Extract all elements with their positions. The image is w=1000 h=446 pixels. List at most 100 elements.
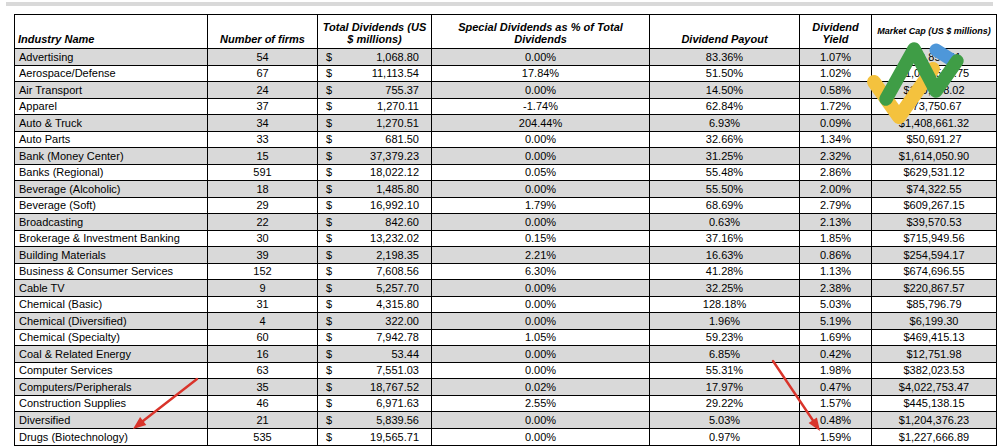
cell-dividend-yield: 1.98% xyxy=(800,363,872,380)
cell-number-of-firms: 152 xyxy=(208,264,318,281)
cell-market-cap: $129,748.02 xyxy=(872,82,996,99)
cell-special-dividends-pct: 0.00% xyxy=(432,132,650,149)
cell-dividend-yield: 2.13% xyxy=(800,214,872,231)
cell-total-dividends: $37,379.23 xyxy=(318,148,432,165)
cell-market-cap: $6,199.30 xyxy=(872,313,996,330)
dollar-sign: $ xyxy=(326,133,332,145)
total-dividends-value: 681.50 xyxy=(385,133,419,145)
cell-total-dividends: $7,608.56 xyxy=(318,264,432,281)
cell-number-of-firms: 9 xyxy=(208,280,318,297)
cell-industry-name: Banks (Regional) xyxy=(15,165,208,182)
cell-industry-name: Building Materials xyxy=(15,247,208,264)
cell-number-of-firms: 34 xyxy=(208,115,318,132)
cell-market-cap: $85,796.79 xyxy=(872,297,996,314)
dollar-sign: $ xyxy=(326,117,332,129)
total-dividends-value: 4,315.80 xyxy=(376,298,419,310)
table-row: Drugs (Biotechnology)535$19,565.710.00%0… xyxy=(15,429,996,446)
cell-dividend-yield: 0.42% xyxy=(800,346,872,363)
table-row: Advertising54$1,068.800.00%83.36%1.07%$9… xyxy=(15,49,996,66)
dollar-sign: $ xyxy=(326,315,332,327)
cell-dividend-payout: 55.50% xyxy=(650,181,800,198)
dollar-sign: $ xyxy=(326,232,332,244)
cell-total-dividends: $5,839.56 xyxy=(318,412,432,429)
cell-special-dividends-pct: 0.00% xyxy=(432,313,650,330)
cell-market-cap: $1,089,560.75 xyxy=(872,66,996,83)
cell-special-dividends-pct: 17.84% xyxy=(432,66,650,83)
column-header-total-dividends: Total Dividends (US $ millions) xyxy=(318,15,432,49)
cell-dividend-payout: 62.84% xyxy=(650,99,800,116)
cell-total-dividends: $842.60 xyxy=(318,214,432,231)
cell-special-dividends-pct: 0.00% xyxy=(432,297,650,314)
cell-dividend-yield: 1.72% xyxy=(800,99,872,116)
cell-dividend-payout: 51.50% xyxy=(650,66,800,83)
cell-market-cap: $1,614,050.90 xyxy=(872,148,996,165)
cell-number-of-firms: 54 xyxy=(208,49,318,66)
table-row: Auto & Truck34$1,270.51204.44%6.93%0.09%… xyxy=(15,115,996,132)
dollar-sign: $ xyxy=(326,84,332,96)
cell-special-dividends-pct: 0.00% xyxy=(432,280,650,297)
cell-dividend-payout: 41.28% xyxy=(650,264,800,281)
table-row: Business & Consumer Services152$7,608.56… xyxy=(15,264,996,281)
cell-industry-name: Cable TV xyxy=(15,280,208,297)
cell-dividend-yield: 5.19% xyxy=(800,313,872,330)
cell-special-dividends-pct: 2.55% xyxy=(432,396,650,413)
cell-market-cap: $74,322.55 xyxy=(872,181,996,198)
cell-dividend-payout: 59.23% xyxy=(650,330,800,347)
cell-market-cap: $445,138.15 xyxy=(872,396,996,413)
cell-industry-name: Auto Parts xyxy=(15,132,208,149)
column-header-dividend-payout: Dividend Payout xyxy=(650,15,800,49)
cell-special-dividends-pct: 0.00% xyxy=(432,49,650,66)
cell-total-dividends: $7,942.78 xyxy=(318,330,432,347)
cell-number-of-firms: 22 xyxy=(208,214,318,231)
total-dividends-value: 53.44 xyxy=(391,348,419,360)
cell-dividend-yield: 1.85% xyxy=(800,231,872,248)
cell-dividend-yield: 0.48% xyxy=(800,412,872,429)
cell-dividend-payout: 55.48% xyxy=(650,165,800,182)
table-row: Coal & Related Energy16$53.440.00%6.85%0… xyxy=(15,346,996,363)
cell-dividend-yield: 0.47% xyxy=(800,379,872,396)
cell-special-dividends-pct: 0.00% xyxy=(432,363,650,380)
dollar-sign: $ xyxy=(326,67,332,79)
cell-dividend-yield: 0.58% xyxy=(800,82,872,99)
cell-market-cap: $220,867.57 xyxy=(872,280,996,297)
cell-number-of-firms: 31 xyxy=(208,297,318,314)
cell-total-dividends: $4,315.80 xyxy=(318,297,432,314)
cell-special-dividends-pct: 0.00% xyxy=(432,214,650,231)
cell-dividend-yield: 1.02% xyxy=(800,66,872,83)
cell-dividend-payout: 5.03% xyxy=(650,412,800,429)
cell-dividend-payout: 83.36% xyxy=(650,49,800,66)
cell-total-dividends: $7,551.03 xyxy=(318,363,432,380)
column-header-number-of-firms: Number of firms xyxy=(208,15,318,49)
cell-market-cap: $1,408,661.32 xyxy=(872,115,996,132)
cell-dividend-payout: 0.97% xyxy=(650,429,800,446)
cell-total-dividends: $1,270.51 xyxy=(318,115,432,132)
cell-total-dividends: $16,992.10 xyxy=(318,198,432,215)
dollar-sign: $ xyxy=(326,166,332,178)
cell-special-dividends-pct: 1.05% xyxy=(432,330,650,347)
total-dividends-value: 7,608.56 xyxy=(376,265,419,277)
cell-special-dividends-pct: 0.00% xyxy=(432,429,650,446)
total-dividends-value: 19,565.71 xyxy=(370,431,419,443)
cell-total-dividends: $11,113.54 xyxy=(318,66,432,83)
cell-industry-name: Apparel xyxy=(15,99,208,116)
cell-industry-name: Business & Consumer Services xyxy=(15,264,208,281)
cell-market-cap: $715,949.56 xyxy=(872,231,996,248)
cell-dividend-payout: 32.66% xyxy=(650,132,800,149)
dollar-sign: $ xyxy=(326,348,332,360)
dollar-sign: $ xyxy=(326,100,332,112)
cell-market-cap: $99,853.11 xyxy=(872,49,996,66)
dollar-sign: $ xyxy=(326,381,332,393)
dollar-sign: $ xyxy=(326,199,332,211)
table-row: Construction Supplies46$6,971.632.55%29.… xyxy=(15,396,996,413)
cell-total-dividends: $5,257.70 xyxy=(318,280,432,297)
column-header-special-dividends-pct: Special Dividends as % of Total Dividend… xyxy=(432,15,650,49)
total-dividends-value: 322.00 xyxy=(385,315,419,327)
cell-dividend-yield: 1.59% xyxy=(800,429,872,446)
cell-dividend-payout: 68.69% xyxy=(650,198,800,215)
table-row: Beverage (Alcoholic)18$1,485.800.00%55.5… xyxy=(15,181,996,198)
cell-special-dividends-pct: 1.79% xyxy=(432,198,650,215)
cell-special-dividends-pct: 0.00% xyxy=(432,148,650,165)
cell-total-dividends: $755.37 xyxy=(318,82,432,99)
cell-total-dividends: $13,232.02 xyxy=(318,231,432,248)
cell-market-cap: $4,022,753.47 xyxy=(872,379,996,396)
